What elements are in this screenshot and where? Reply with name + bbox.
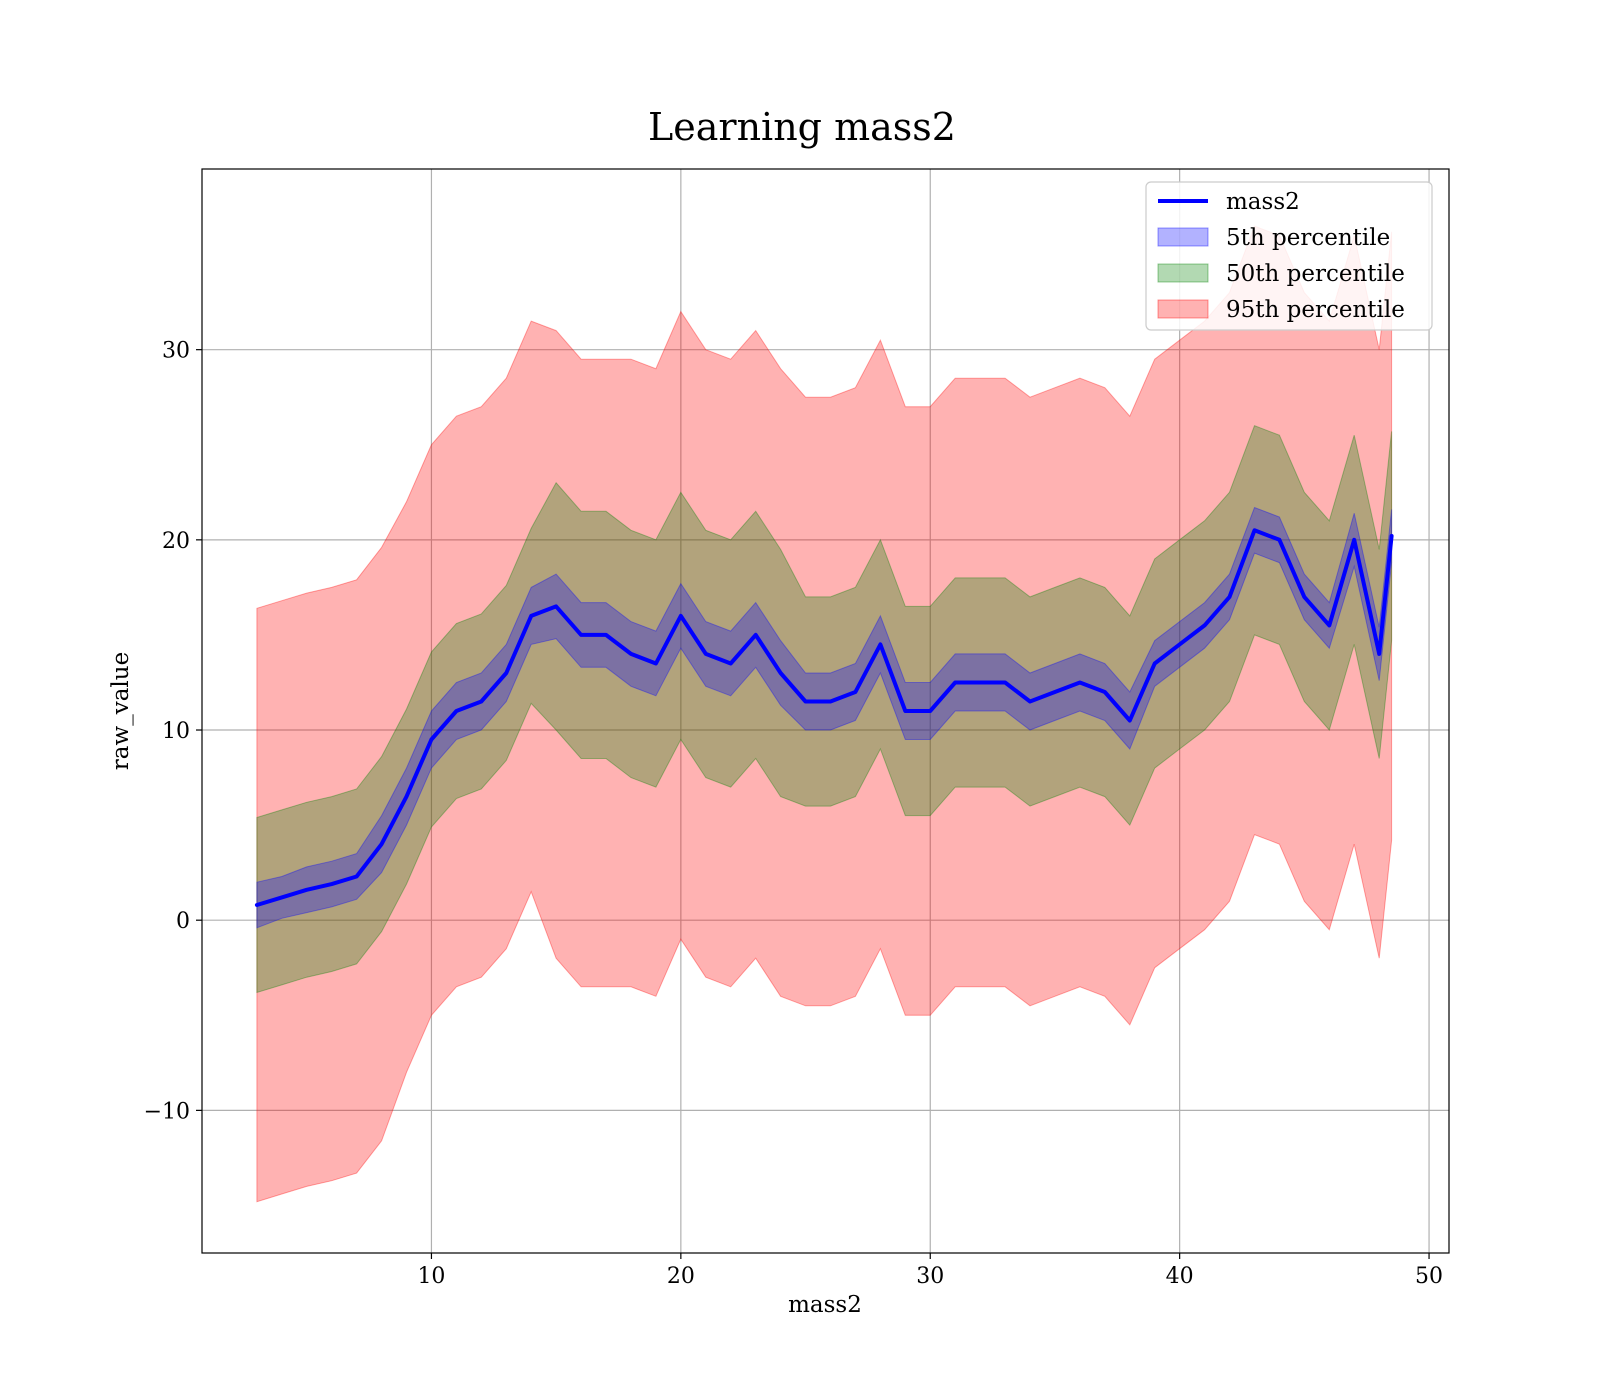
x-axis-label: mass2 <box>788 1292 862 1318</box>
legend-swatch-50th-percentile <box>1157 263 1209 283</box>
band-50th-percentile <box>256 425 1393 994</box>
series-lines <box>254 528 1394 907</box>
x-tick-label: 50 <box>1415 1264 1443 1289</box>
legend-swatch-5th-percentile <box>1157 227 1209 247</box>
y-tick-label: −10 <box>144 1099 190 1124</box>
band-95th-percentile <box>256 225 1393 1203</box>
x-tick-label: 20 <box>667 1264 695 1289</box>
legend-label: mass2 <box>1226 189 1300 215</box>
legend-box <box>1145 181 1433 331</box>
y-tick-label: 30 <box>162 339 190 364</box>
line-mass2 <box>254 528 1394 907</box>
y-tick-label: 20 <box>162 529 190 554</box>
legend-swatch-95th-percentile <box>1157 299 1209 319</box>
legend-label: 95th percentile <box>1226 297 1405 323</box>
x-tick-label: 40 <box>1166 1264 1194 1289</box>
legend-label: 5th percentile <box>1226 225 1390 251</box>
x-tick-label: 10 <box>417 1264 445 1289</box>
x-axis-ticks: 10 20 30 40 50 <box>417 1253 1443 1289</box>
chart-title: Learning mass2 <box>648 105 956 149</box>
y-tick-label: 10 <box>162 719 190 744</box>
legend: mass2 5th percentile 50th percentile 95th p… <box>1145 181 1433 331</box>
y-axis-label: raw_value <box>108 652 134 770</box>
legend-label: 50th percentile <box>1226 261 1405 287</box>
x-tick-label: 30 <box>916 1264 944 1289</box>
y-axis-ticks: −10 0 10 20 30 <box>144 339 202 1124</box>
y-tick-label: 0 <box>176 909 190 934</box>
plot-frame <box>201 168 1450 1254</box>
